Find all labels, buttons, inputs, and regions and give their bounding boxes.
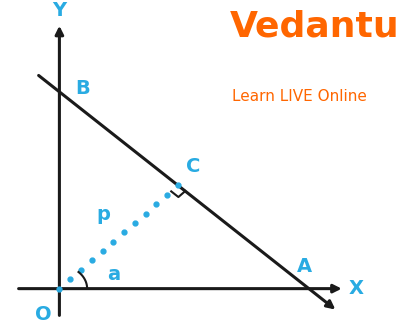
Text: O: O	[35, 305, 52, 324]
Text: B: B	[75, 79, 90, 98]
Text: Vedantu: Vedantu	[230, 10, 396, 44]
Text: a: a	[107, 265, 120, 284]
Text: C: C	[186, 156, 200, 175]
Text: Learn LIVE Online: Learn LIVE Online	[232, 89, 367, 104]
Text: Y: Y	[52, 1, 67, 20]
Text: p: p	[96, 205, 110, 224]
Text: X: X	[348, 279, 364, 298]
Text: A: A	[297, 256, 312, 276]
